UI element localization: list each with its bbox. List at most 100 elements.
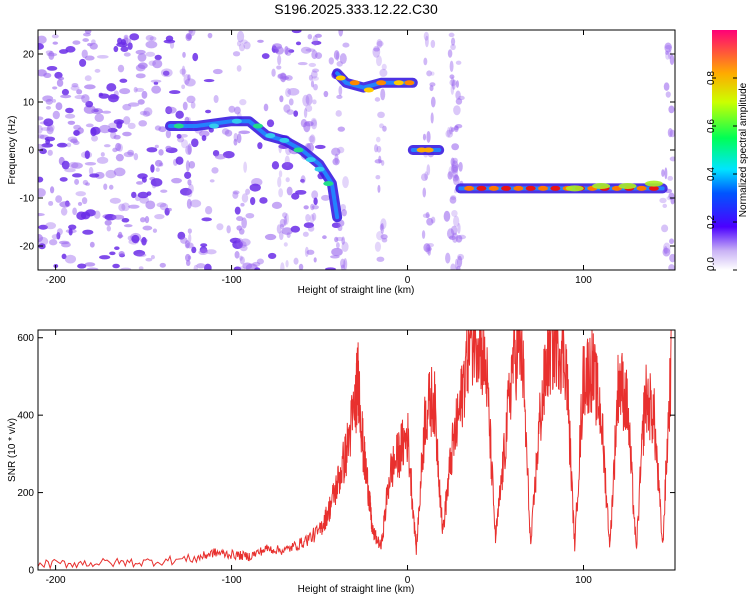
noise-blob: [56, 142, 68, 148]
noise-blob: [52, 41, 59, 45]
noise-blob: [176, 133, 182, 139]
noise-blob: [160, 189, 168, 193]
noise-column-blob: [305, 104, 313, 112]
noise-blob: [169, 40, 175, 49]
noise-blob: [84, 55, 95, 61]
noise-column-blob: [339, 53, 347, 65]
noise-column-blob: [340, 258, 346, 269]
noise-blob: [184, 171, 192, 179]
noise-column-blob: [182, 101, 188, 111]
noise-blob: [113, 45, 119, 53]
noise-column-blob: [448, 235, 456, 241]
spectrogram-xlabel: Height of straight line (km): [298, 285, 415, 296]
noise-blob: [158, 126, 167, 133]
noise-blob: [311, 212, 317, 221]
noise-blob: [38, 116, 44, 121]
noise-blob: [141, 236, 147, 246]
noise-column-blob: [458, 234, 467, 240]
noise-blob: [143, 107, 153, 116]
noise-column-blob: [423, 31, 429, 41]
noise-blob: [274, 46, 284, 55]
noise-column-blob: [277, 74, 284, 79]
noise-blob: [70, 85, 80, 91]
noise-blob: [122, 131, 132, 137]
noise-column-blob: [308, 135, 315, 143]
noise-column-blob: [283, 216, 287, 226]
zero-band-core: [416, 147, 427, 153]
noise-column-blob: [236, 65, 242, 72]
noise-blob: [165, 106, 177, 114]
noise-blob: [68, 228, 73, 236]
noise-column-blob: [302, 94, 310, 107]
noise-blob: [155, 167, 160, 172]
noise-blob: [64, 168, 76, 173]
noise-blob: [154, 54, 162, 61]
noise-column-blob: [456, 266, 461, 270]
noise-blob: [85, 123, 94, 128]
snr-ylabel: SNR (10 * v/v): [7, 418, 18, 482]
noise-column-blob: [239, 255, 243, 261]
noise-blob: [72, 40, 81, 45]
noise-blob: [55, 102, 63, 111]
noise-blob: [145, 200, 156, 210]
noise-blob: [40, 127, 51, 131]
noise-column-blob: [181, 139, 189, 149]
noise-blob: [41, 143, 54, 148]
noise-blob: [150, 178, 163, 187]
noise-column-blob: [430, 39, 436, 49]
noise-blob: [84, 262, 96, 267]
noise-blob: [38, 236, 49, 246]
noise-column-blob: [341, 241, 349, 253]
noise-column-blob: [311, 68, 320, 73]
noise-blob: [59, 177, 68, 182]
noise-column-blob: [376, 55, 382, 67]
noise-blob: [175, 156, 184, 165]
noise-blob: [300, 175, 306, 184]
noise-column-blob: [377, 184, 381, 193]
upper-band-core: [376, 80, 387, 86]
noise-blob: [113, 134, 121, 140]
noise-column-blob: [381, 237, 388, 243]
noise-blob: [115, 142, 122, 152]
noise-blob: [271, 201, 283, 209]
noise-column-blob: [302, 231, 309, 237]
noise-column-blob: [443, 210, 451, 222]
noise-column-blob: [422, 133, 427, 141]
y-tick-label: 600: [17, 333, 34, 344]
noise-column-blob: [187, 228, 192, 234]
y-tick-label: 10: [23, 98, 35, 109]
noise-blob: [224, 129, 233, 137]
noise-blob: [98, 255, 111, 260]
noise-blob: [199, 248, 208, 253]
noise-blob: [81, 197, 88, 205]
noise-blob: [323, 90, 329, 98]
noise-blob: [116, 121, 123, 129]
noise-column-blob: [449, 126, 453, 135]
descending-band-core: [314, 166, 325, 172]
noise-blob: [249, 183, 261, 192]
noise-blob: [238, 130, 251, 135]
noise-blob: [291, 192, 300, 200]
noise-blob: [226, 225, 231, 234]
lower-band-glow: [565, 185, 584, 192]
descending-band-core: [208, 123, 219, 129]
noise-column-blob: [426, 164, 431, 176]
noise-blob: [108, 184, 114, 190]
descending-band-core: [173, 123, 184, 129]
lower-band-core: [550, 185, 561, 191]
noise-blob: [152, 228, 158, 233]
noise-blob: [75, 191, 87, 197]
noise-blob: [90, 127, 97, 137]
noise-column-blob: [182, 51, 186, 58]
lower-band-glow: [592, 183, 611, 189]
noise-blob: [145, 34, 154, 41]
noise-blob: [277, 73, 287, 79]
noise-column-blob: [307, 225, 315, 232]
noise-column-blob: [186, 198, 192, 209]
noise-blob: [38, 35, 47, 44]
noise-column-blob: [337, 225, 343, 232]
x-tick-label: -200: [46, 575, 66, 586]
upper-band-core: [335, 75, 346, 81]
noise-column-blob: [236, 30, 245, 43]
